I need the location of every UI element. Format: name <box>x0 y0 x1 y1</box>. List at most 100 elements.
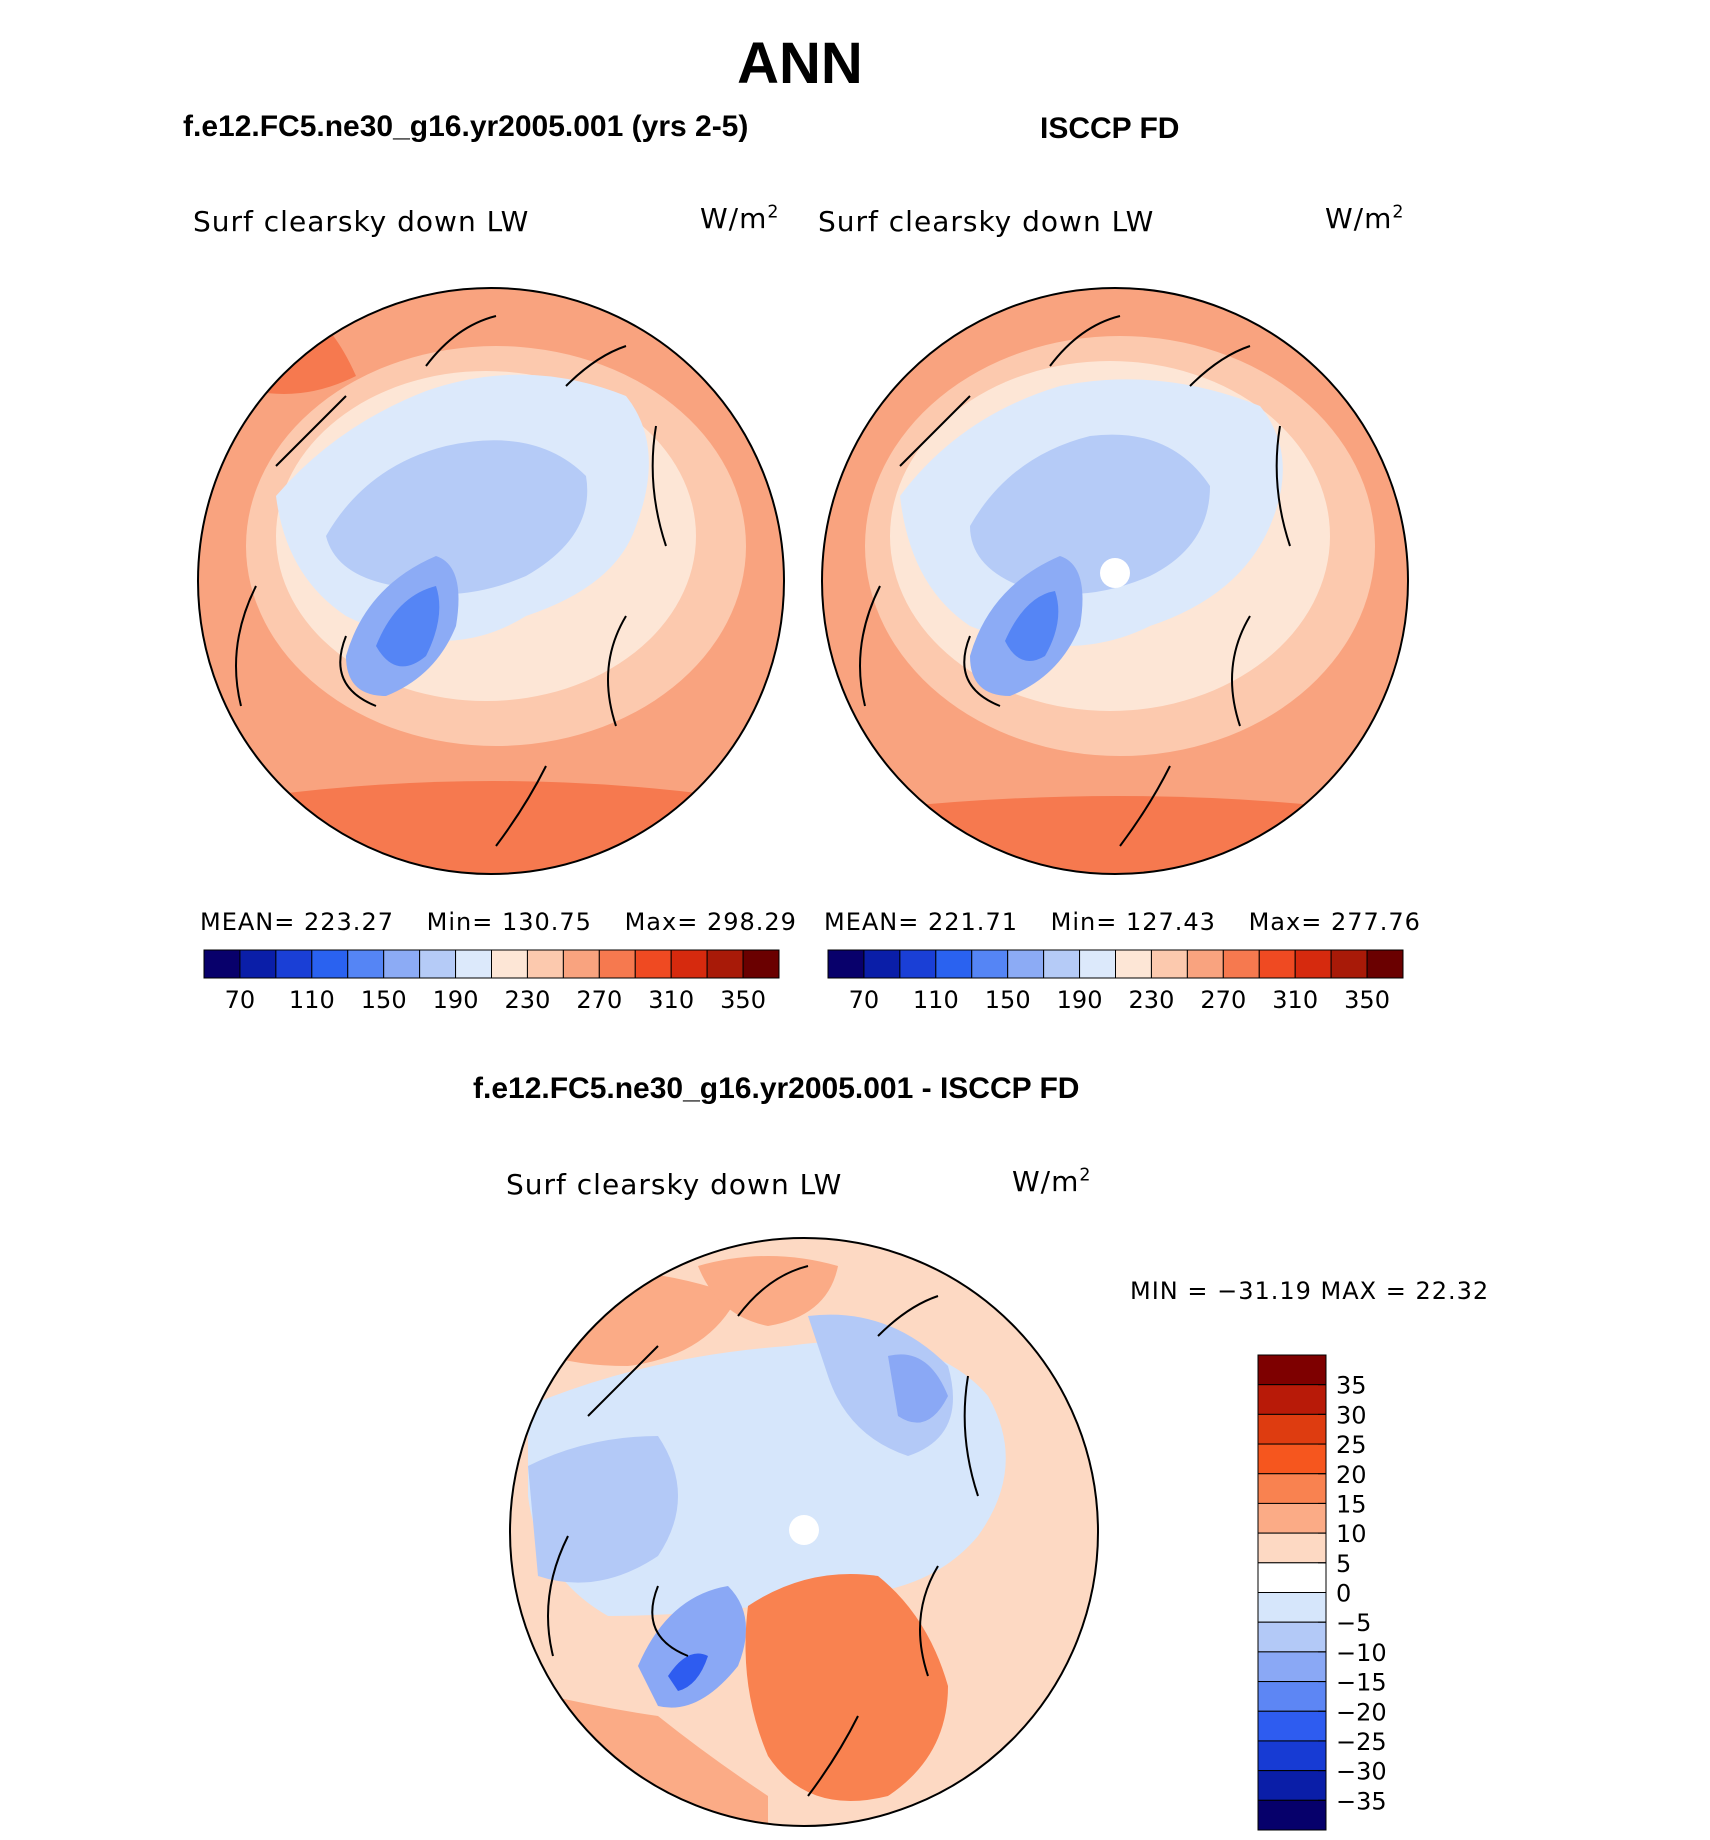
colorbar-tick-label: −15 <box>1336 1669 1387 1697</box>
mean-value: 223.27 <box>304 908 394 936</box>
map-band <box>376 586 440 667</box>
colorbar-swatch <box>1257 1354 1327 1386</box>
map-border <box>509 1237 1099 1827</box>
colorbar-swatch <box>311 949 349 979</box>
colorbar-swatch <box>1222 949 1260 979</box>
colorbar-swatch <box>1257 1681 1327 1712</box>
colorbar-swatch <box>1115 949 1152 979</box>
colorbar-tick-label: 310 <box>1272 986 1318 1014</box>
map-band <box>1005 591 1059 661</box>
colorbar-swatch <box>827 949 865 979</box>
min-label: Min= <box>1050 908 1118 936</box>
map-band <box>236 302 356 394</box>
colorbar-swatch <box>935 949 973 979</box>
colorbar-swatch <box>1366 949 1404 979</box>
panel-3-map <box>509 1237 1099 1827</box>
colorbar-swatch <box>1257 1592 1327 1623</box>
colorbar-tick-label: 270 <box>576 986 622 1014</box>
colorbar-swatch <box>1294 949 1332 979</box>
panel-1-colorbar: 70 110 150 190 230 270 310 350 <box>203 949 780 1014</box>
colorbar-tick-label: 70 <box>849 986 880 1014</box>
map-band <box>822 796 1408 874</box>
colorbar-swatch <box>742 949 780 979</box>
colorbar-swatch <box>1257 1770 1327 1801</box>
colorbar-tick-label: 230 <box>1129 986 1175 1014</box>
colorbar-swatch <box>1257 1384 1327 1415</box>
map-band <box>970 434 1210 594</box>
map-band <box>528 1436 678 1583</box>
colorbar-tick-label: 230 <box>505 986 551 1014</box>
colorbar-tick-label: 110 <box>913 986 959 1014</box>
colorbar-swatch <box>526 949 564 979</box>
map-border <box>197 287 785 875</box>
colorbar-swatch <box>1257 1621 1327 1653</box>
colorbar-tick-label: 5 <box>1336 1550 1351 1578</box>
coastline <box>547 1265 979 1797</box>
colorbar-tick-label: −20 <box>1336 1698 1387 1726</box>
colorbar-swatch <box>347 949 385 979</box>
colorbar-swatch <box>1257 1562 1327 1593</box>
colorbar-tick-label: 10 <box>1336 1520 1367 1548</box>
panel-3-title: f.e12.FC5.ne30_g16.yr2005.001 - ISCCP FD <box>473 1072 1080 1105</box>
map-band <box>198 781 784 874</box>
colorbar-swatch <box>1257 1502 1327 1534</box>
colorbar-tick-label: 25 <box>1336 1431 1367 1459</box>
colorbar-swatch <box>1257 1740 1327 1772</box>
colorbar-swatch <box>1258 949 1296 979</box>
colorbar-tick-label: −35 <box>1336 1787 1387 1815</box>
colorbar-swatch <box>1257 1799 1327 1831</box>
map-band <box>888 1354 948 1423</box>
colorbar-swatch <box>383 949 421 979</box>
panel-1-variable: Surf clearsky down LW <box>193 205 530 238</box>
colorbar-swatch <box>1257 1473 1327 1504</box>
min-value: 130.75 <box>501 908 592 936</box>
panel-2-stats: MEAN= 221.71 Min= 127.43 Max= 277.76 <box>824 908 1421 936</box>
colorbar-tick-label: 110 <box>289 986 335 1014</box>
min-value: 127.43 <box>1125 908 1216 936</box>
colorbar-tick-label: 70 <box>225 986 256 1014</box>
panel-2-variable: Surf clearsky down LW <box>818 205 1155 238</box>
colorbar-tick-label: 350 <box>1344 986 1390 1014</box>
colorbar-swatch <box>1257 1651 1327 1683</box>
pole-hole <box>1100 558 1130 588</box>
colorbar-tick-label: 270 <box>1200 986 1246 1014</box>
panel-2-map <box>821 287 1409 875</box>
min-label: Min= <box>426 908 494 936</box>
panel-2-title: ISCCP FD <box>1040 112 1180 145</box>
panel-1-map <box>197 287 785 875</box>
colorbar-tick-label: 190 <box>433 986 479 1014</box>
mean-value: 221.71 <box>928 908 1018 936</box>
panel-1-title: f.e12.FC5.ne30_g16.yr2005.001 (yrs 2-5) <box>183 110 749 143</box>
colorbar-swatch <box>1150 949 1188 979</box>
colorbar-tick-label: 310 <box>648 986 694 1014</box>
colorbar-swatch <box>1186 949 1224 979</box>
map-band <box>698 1256 838 1326</box>
colorbar-tick-label: 30 <box>1336 1401 1367 1429</box>
colorbar-tick-label: 0 <box>1336 1580 1351 1608</box>
max-label: Max= <box>1248 908 1323 936</box>
colorbar-swatch <box>1257 1443 1327 1475</box>
colorbar-swatch <box>1079 949 1116 979</box>
colorbar-swatch <box>899 949 937 979</box>
colorbar-swatch <box>562 949 600 979</box>
panel-1-stats: MEAN= 223.27 Min= 130.75 Max= 298.29 <box>200 908 797 936</box>
colorbar-swatch <box>275 949 313 979</box>
panel-2-units: W/m2 <box>1325 202 1405 235</box>
colorbar-swatch <box>203 949 241 979</box>
panel-3-variable: Surf clearsky down LW <box>506 1168 843 1201</box>
colorbar-swatch <box>670 949 708 979</box>
map-band <box>326 440 588 594</box>
colorbar-swatch <box>419 949 457 979</box>
colorbar-tick-label: 15 <box>1336 1490 1367 1518</box>
colorbar-swatch <box>1257 1413 1327 1445</box>
colorbar-tick-label: −25 <box>1336 1728 1387 1756</box>
colorbar-swatch <box>1257 1532 1327 1564</box>
colorbar-swatch <box>598 949 636 979</box>
colorbar-swatch <box>1043 949 1081 979</box>
max-value: 298.29 <box>706 908 797 936</box>
colorbar-tick-label: 150 <box>361 986 407 1014</box>
max-label: Max= <box>624 908 699 936</box>
colorbar-tick-label: −5 <box>1336 1609 1371 1637</box>
colorbar-tick-label: 190 <box>1057 986 1103 1014</box>
